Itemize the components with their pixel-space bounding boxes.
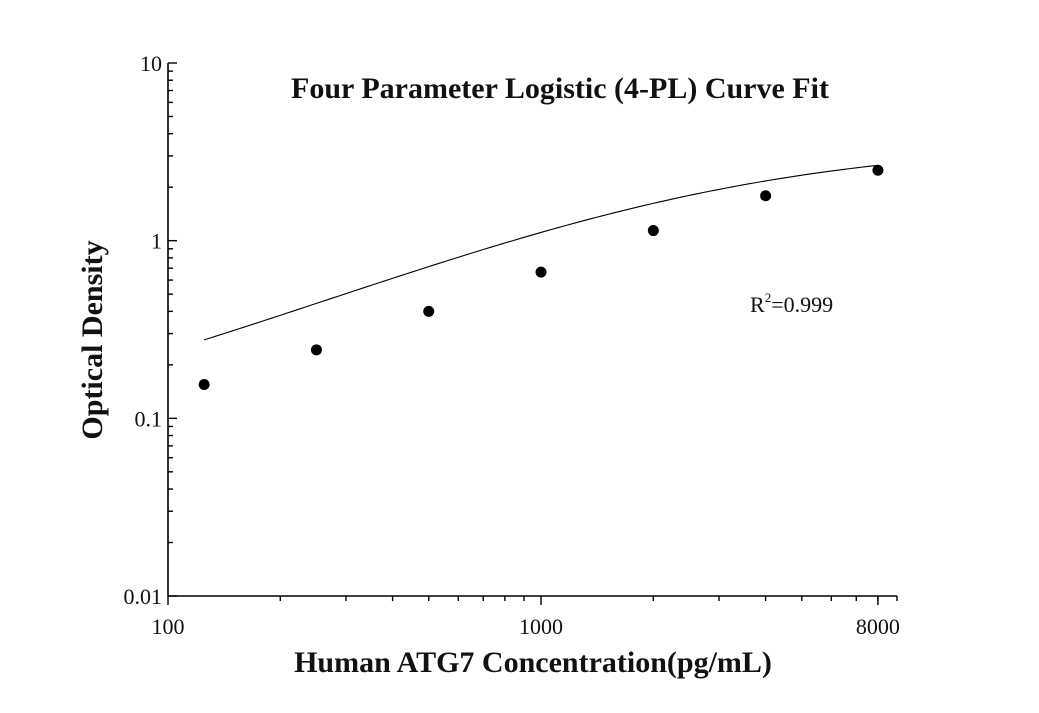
y-tick-label: 10	[140, 51, 162, 76]
data-point	[535, 266, 547, 278]
y-tick-label: 0.01	[124, 584, 163, 609]
data-point	[310, 344, 322, 356]
data-point	[760, 190, 772, 202]
data-point	[423, 305, 435, 317]
chart-title: Four Parameter Logistic (4-PL) Curve Fit	[291, 72, 829, 105]
y-tick-label: 1	[151, 229, 162, 254]
fit-curve	[203, 164, 878, 341]
x-tick-label: 100	[152, 614, 185, 639]
x-tick-label: 1000	[519, 614, 563, 639]
x-tick-label: 8000	[856, 614, 900, 639]
r-squared-annotation: R2=0.999	[750, 290, 833, 317]
y-tick-label: 0.1	[135, 406, 163, 431]
r-squared-base: R	[750, 292, 765, 317]
x-axis-title: Human ATG7 Concentration(pg/mL)	[294, 646, 772, 679]
axes	[167, 63, 897, 597]
y-axis-title: Optical Density	[76, 240, 109, 439]
data-point	[198, 379, 210, 391]
x-ticks: 100 1000 8000	[152, 596, 900, 639]
r-squared-superscript: 2	[765, 290, 772, 305]
r-squared-value: =0.999	[771, 292, 833, 317]
y-ticks: 0.01 0.1 1 10	[124, 51, 177, 609]
data-points	[198, 164, 884, 391]
data-point	[647, 225, 659, 237]
data-point	[872, 164, 884, 176]
